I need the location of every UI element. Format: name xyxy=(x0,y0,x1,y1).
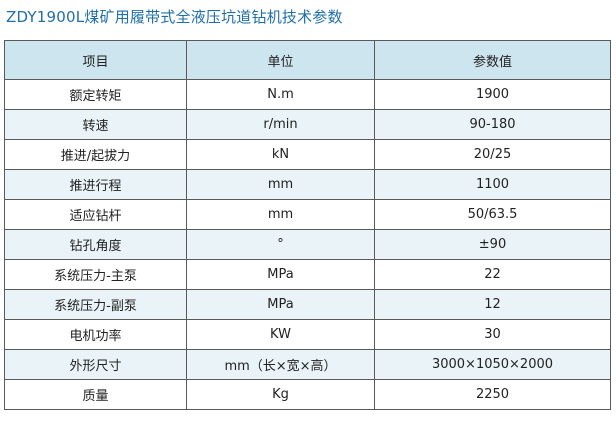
cell-item: 推进/起拔力 xyxy=(4,139,187,170)
spec-table: 项目 单位 参数值 额定转矩 N.m 1900 转速 r/min 90-180 … xyxy=(4,40,611,410)
page-title: ZDY1900L煤矿用履带式全液压坑道钻机技术参数 xyxy=(6,8,343,26)
table-row: 推进/起拔力 kN 20/25 xyxy=(4,139,611,170)
cell-value: 20/25 xyxy=(374,139,611,170)
table-row: 钻孔角度 ° ±90 xyxy=(4,229,611,260)
cell-item: 适应钻杆 xyxy=(4,199,187,230)
table-row: 质量 Kg 2250 xyxy=(4,379,611,410)
cell-value: ±90 xyxy=(374,229,611,260)
table-row: 适应钻杆 mm 50/63.5 xyxy=(4,199,611,230)
table-row: 转速 r/min 90-180 xyxy=(4,109,611,140)
table-header-row: 项目 单位 参数值 xyxy=(4,40,611,80)
cell-unit: KW xyxy=(186,319,375,350)
cell-value: 50/63.5 xyxy=(374,199,611,230)
cell-unit: mm xyxy=(186,199,375,230)
cell-unit: mm（长×宽×高） xyxy=(186,349,375,380)
cell-unit: N.m xyxy=(186,79,375,110)
header-unit: 单位 xyxy=(186,40,375,80)
cell-value: 2250 xyxy=(374,379,611,410)
cell-value: 1100 xyxy=(374,169,611,200)
cell-item: 钻孔角度 xyxy=(4,229,187,260)
table-row: 系统压力-主泵 MPa 22 xyxy=(4,259,611,290)
cell-value: 22 xyxy=(374,259,611,290)
cell-item: 质量 xyxy=(4,379,187,410)
header-value: 参数值 xyxy=(374,40,611,80)
cell-value: 30 xyxy=(374,319,611,350)
cell-unit: MPa xyxy=(186,289,375,320)
cell-item: 额定转矩 xyxy=(4,79,187,110)
cell-item: 外形尺寸 xyxy=(4,349,187,380)
cell-unit: kN xyxy=(186,139,375,170)
table-row: 外形尺寸 mm（长×宽×高） 3000×1050×2000 xyxy=(4,349,611,380)
cell-item: 转速 xyxy=(4,109,187,140)
cell-item: 电机功率 xyxy=(4,319,187,350)
table-row: 系统压力-副泵 MPa 12 xyxy=(4,289,611,320)
cell-unit: ° xyxy=(186,229,375,260)
cell-unit: Kg xyxy=(186,379,375,410)
cell-value: 12 xyxy=(374,289,611,320)
header-item: 项目 xyxy=(4,40,187,80)
cell-value: 90-180 xyxy=(374,109,611,140)
cell-value: 1900 xyxy=(374,79,611,110)
cell-item: 推进行程 xyxy=(4,169,187,200)
cell-item: 系统压力-主泵 xyxy=(4,259,187,290)
table-row: 推进行程 mm 1100 xyxy=(4,169,611,200)
table-row: 额定转矩 N.m 1900 xyxy=(4,79,611,110)
cell-unit: mm xyxy=(186,169,375,200)
cell-item: 系统压力-副泵 xyxy=(4,289,187,320)
cell-unit: r/min xyxy=(186,109,375,140)
cell-unit: MPa xyxy=(186,259,375,290)
table-row: 电机功率 KW 30 xyxy=(4,319,611,350)
cell-value: 3000×1050×2000 xyxy=(374,349,611,380)
